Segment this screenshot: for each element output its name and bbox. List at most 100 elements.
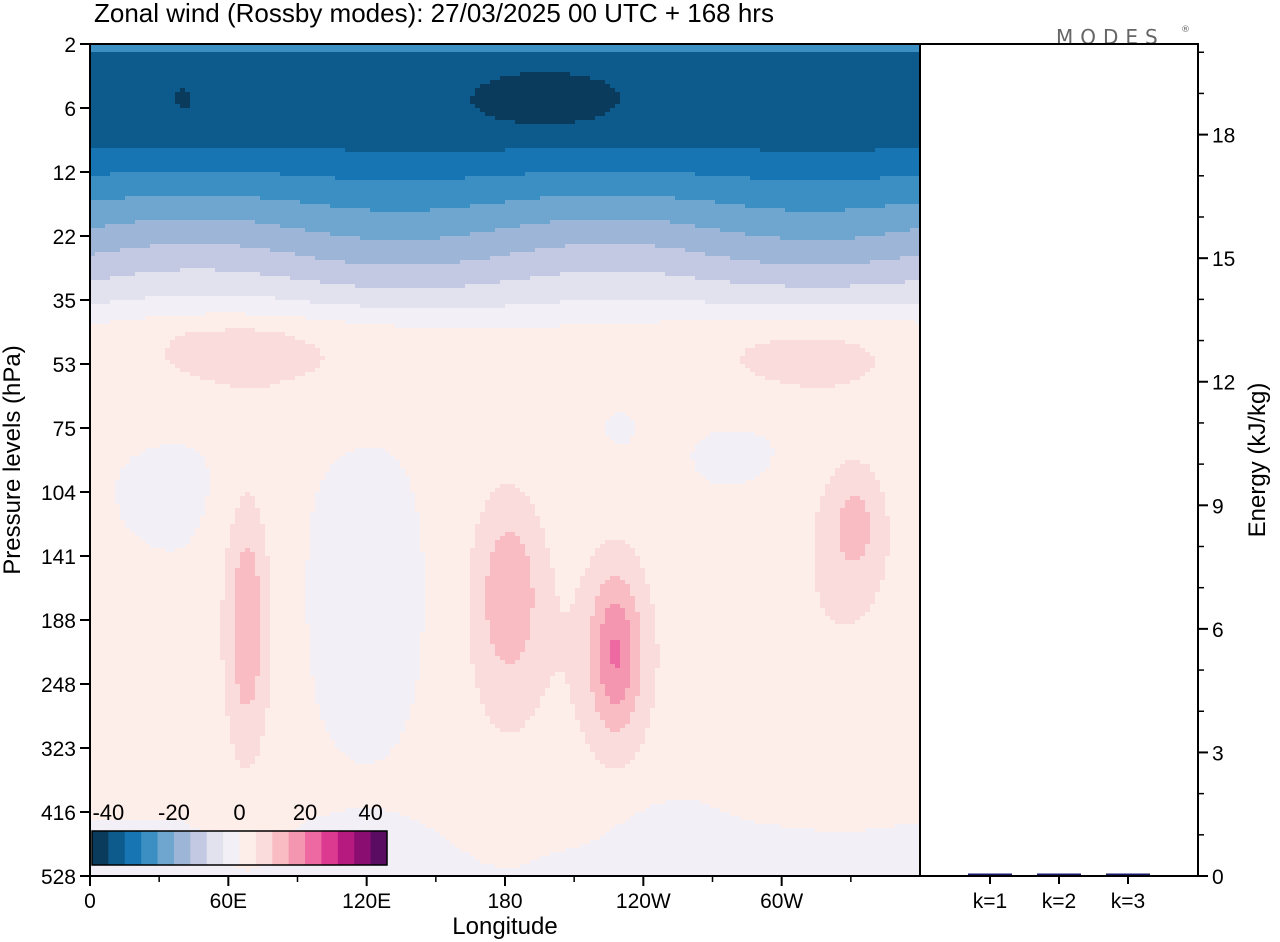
heatmap-cell <box>455 140 461 145</box>
heatmap-cell <box>595 92 601 97</box>
heatmap-cell <box>300 80 306 85</box>
heatmap-cell <box>430 56 436 61</box>
heatmap-cell <box>355 120 361 125</box>
heatmap-cell <box>520 92 526 97</box>
heatmap-cell <box>850 104 856 109</box>
heatmap-cell <box>490 96 496 101</box>
heatmap-cell <box>400 100 406 105</box>
heatmap-cell <box>855 68 861 73</box>
heatmap-cell <box>635 104 641 109</box>
heatmap-cell <box>665 52 671 57</box>
heatmap-cell <box>855 116 861 121</box>
heatmap-cell <box>425 124 431 129</box>
heatmap-cell <box>875 128 881 133</box>
heatmap-cell <box>290 152 296 157</box>
heatmap-cell <box>285 112 291 117</box>
heatmap-cell <box>195 60 201 65</box>
heatmap-cell <box>530 96 536 101</box>
heatmap-cell <box>900 76 906 81</box>
heatmap-cell <box>725 100 731 105</box>
heatmap-cell <box>570 48 576 53</box>
heatmap-cell <box>620 128 626 133</box>
heatmap-cell <box>910 144 916 149</box>
heatmap-cell <box>550 48 556 53</box>
heatmap-cell <box>570 144 576 149</box>
heatmap-cell <box>860 108 866 113</box>
heatmap-cell <box>185 68 191 73</box>
heatmap-cell <box>645 84 651 89</box>
heatmap-cell <box>745 116 751 121</box>
heatmap-cell <box>265 148 271 153</box>
heatmap-cell <box>360 124 366 129</box>
heatmap-cell <box>695 140 701 145</box>
heatmap-cell <box>660 116 666 121</box>
heatmap-cell <box>530 48 536 53</box>
heatmap-cell <box>585 52 591 57</box>
heatmap-cell <box>105 132 111 137</box>
heatmap-cell <box>480 48 486 53</box>
heatmap-cell <box>725 156 731 161</box>
heatmap-cell <box>460 124 466 129</box>
heatmap-cell <box>185 108 191 113</box>
heatmap-cell <box>635 124 641 129</box>
heatmap-cell <box>605 64 611 69</box>
heatmap-cell <box>890 92 896 97</box>
heatmap-cell <box>735 72 741 77</box>
heatmap-cell <box>350 76 356 81</box>
heatmap-cell <box>195 88 201 93</box>
heatmap-cell <box>220 144 226 149</box>
heatmap-cell <box>670 152 676 157</box>
heatmap-cell <box>380 144 386 149</box>
heatmap-cell <box>430 68 436 73</box>
heatmap-cell <box>820 108 826 113</box>
heatmap-cell <box>900 124 906 129</box>
heatmap-cell <box>480 124 486 129</box>
heatmap-cell <box>505 120 511 125</box>
heatmap-cell <box>180 112 186 117</box>
heatmap-cell <box>205 108 211 113</box>
heatmap-cell <box>745 64 751 69</box>
heatmap-cell <box>735 68 741 73</box>
heatmap-cell <box>245 104 251 109</box>
heatmap-cell <box>705 128 711 133</box>
heatmap-cell <box>120 92 126 97</box>
heatmap-cell <box>270 88 276 93</box>
heatmap-cell <box>720 100 726 105</box>
heatmap-cell <box>315 116 321 121</box>
heatmap-cell <box>470 64 476 69</box>
heatmap-cell <box>590 56 596 61</box>
heatmap-cell <box>135 116 141 121</box>
heatmap-cell <box>820 64 826 69</box>
heatmap-cell <box>305 112 311 117</box>
heatmap-cell <box>650 48 656 53</box>
heatmap-cell <box>250 76 256 81</box>
heatmap-cell <box>420 148 426 153</box>
heatmap-cell <box>490 56 496 61</box>
heatmap-cell <box>570 52 576 57</box>
heatmap-cell <box>330 68 336 73</box>
heatmap-cell <box>685 120 691 125</box>
heatmap-cell <box>830 132 836 137</box>
heatmap-cell <box>475 64 481 69</box>
heatmap-cell <box>510 108 516 113</box>
heatmap-cell <box>505 48 511 53</box>
heatmap-cell <box>625 144 631 149</box>
heatmap-cell <box>260 100 266 105</box>
heatmap-cell <box>270 76 276 81</box>
heatmap-cell <box>260 72 266 77</box>
heatmap-cell <box>295 60 301 65</box>
heatmap-cell <box>880 120 886 125</box>
heatmap-cell <box>720 84 726 89</box>
heatmap-cell <box>640 56 646 61</box>
heatmap-cell <box>755 160 761 165</box>
heatmap-cell <box>455 156 461 161</box>
heatmap-cell <box>825 56 831 61</box>
heatmap-cell <box>575 92 581 97</box>
heatmap-cell <box>895 52 901 57</box>
heatmap-cell <box>785 160 791 165</box>
heatmap-cell <box>115 148 121 153</box>
heatmap-cell <box>505 56 511 61</box>
heatmap-cell <box>550 84 556 89</box>
heatmap-cell <box>845 148 851 153</box>
heatmap-cell <box>490 76 496 81</box>
